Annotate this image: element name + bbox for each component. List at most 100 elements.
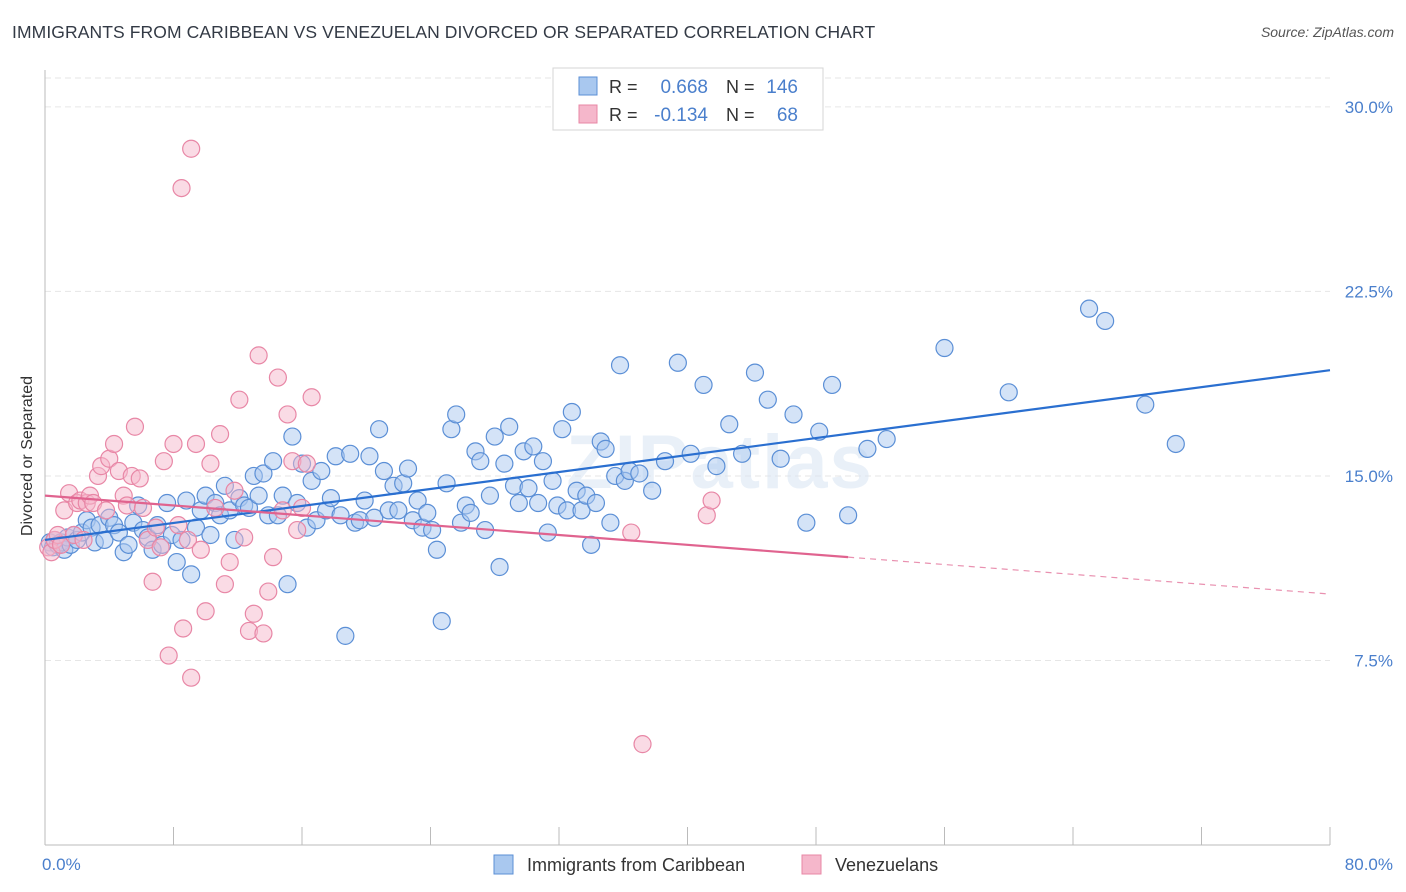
venezuelan-point — [225, 481, 244, 500]
caribbean-point — [263, 452, 283, 471]
caribbean-point — [524, 437, 543, 456]
bottom-legend-swatch-caribbean — [493, 854, 514, 875]
caribbean-point — [610, 356, 630, 375]
caribbean-point — [745, 363, 765, 382]
caribbean-point — [877, 429, 896, 449]
legend-n-value: 68 — [777, 105, 798, 126]
bottom-legend-label-venezuelan: Venezuelans — [835, 855, 938, 875]
venezuelan-point — [254, 624, 273, 643]
x-tick-label: 80.0% — [1345, 855, 1393, 874]
caribbean-point — [509, 493, 528, 513]
venezuelan-point — [263, 548, 283, 567]
caribbean-point — [283, 427, 302, 446]
venezuelan-point — [230, 390, 249, 409]
venezuelan-point — [143, 572, 162, 591]
caribbean-point — [278, 575, 297, 594]
venezuelan-point — [201, 454, 220, 473]
caribbean-point — [582, 535, 601, 554]
venezuelan-point — [259, 582, 278, 601]
legend-n-label: N = — [726, 77, 755, 97]
venezuelan-point — [151, 538, 170, 557]
caribbean-point — [167, 552, 186, 572]
venezuelan-point — [178, 530, 198, 550]
caribbean-point — [336, 626, 355, 645]
venezuelan-point — [186, 434, 206, 454]
venezuelan-point — [117, 496, 137, 515]
caribbean-point — [447, 405, 466, 424]
caribbean-point — [553, 420, 572, 439]
chart-title: IMMIGRANTS FROM CARIBBEAN VS VENEZUELAN … — [12, 22, 876, 42]
y-tick-label: 30.0% — [1345, 98, 1393, 117]
caribbean-point — [630, 464, 649, 483]
venezuelan-point — [164, 434, 183, 454]
venezuelan-point — [96, 501, 116, 520]
legend-r-label: R = — [609, 105, 638, 125]
caribbean-point — [398, 459, 418, 478]
y-tick-label: 22.5% — [1345, 282, 1393, 301]
caribbean-point — [360, 447, 379, 466]
caribbean-point — [562, 402, 581, 422]
caribbean-point — [389, 501, 408, 520]
venezuelan-point — [244, 604, 263, 623]
caribbean-point — [1166, 434, 1185, 454]
caribbean-point — [312, 461, 331, 481]
caribbean-point — [529, 493, 548, 513]
caribbean-point — [471, 452, 490, 471]
caribbean-point — [694, 375, 713, 395]
y-tick-label: 15.0% — [1345, 467, 1393, 486]
venezuelan-point — [146, 518, 165, 537]
legend-r-value: -0.134 — [654, 105, 708, 126]
caribbean-point — [408, 491, 427, 510]
venezuelan-point — [182, 668, 201, 687]
venezuelan-point — [125, 417, 145, 436]
venezuelan-trendline — [44, 494, 849, 559]
legend-n-label: N = — [726, 105, 755, 125]
legend-swatch-venezuelan — [578, 104, 598, 124]
caribbean-point — [533, 452, 553, 471]
venezuelan-point — [268, 368, 288, 387]
caribbean-point — [485, 427, 504, 446]
caribbean-point — [810, 422, 829, 441]
caribbean-point — [586, 493, 606, 513]
venezuelan-point — [702, 491, 721, 510]
caribbean-point — [707, 457, 726, 476]
caribbean-point — [374, 461, 394, 481]
venezuelan-point — [210, 425, 230, 444]
bottom-legend-label-caribbean: Immigrants from Caribbean — [527, 855, 745, 875]
caribbean-point — [500, 417, 519, 436]
caribbean-point — [480, 486, 500, 505]
venezuelan-point — [220, 552, 239, 572]
venezuelan-point — [169, 516, 188, 535]
caribbean-point — [643, 481, 662, 500]
caribbean-point — [858, 439, 877, 458]
caribbean-point — [370, 420, 389, 439]
caribbean-point — [1079, 299, 1099, 318]
venezuelan-point — [249, 346, 268, 365]
venezuelan-point — [130, 469, 149, 488]
venezuelan-point — [302, 388, 321, 407]
legend-swatch-caribbean — [578, 76, 598, 96]
caribbean-point — [797, 513, 816, 532]
venezuelan-point — [288, 520, 307, 540]
caribbean-point — [461, 503, 480, 522]
venezuelan-point — [633, 735, 652, 754]
caribbean-point — [437, 474, 456, 493]
caribbean-point — [668, 353, 687, 372]
y-tick-label: 7.5% — [1354, 651, 1393, 670]
legend-n-value: 146 — [766, 77, 798, 98]
caribbean-point — [418, 503, 437, 522]
caribbean-point — [495, 454, 514, 473]
caribbean-point — [249, 486, 268, 505]
venezuelan-point — [215, 575, 234, 594]
caribbean-point — [427, 540, 447, 559]
caribbean-point — [355, 491, 374, 510]
caribbean-point — [341, 444, 360, 463]
caribbean-point — [157, 493, 177, 513]
bottom-legend-swatch-venezuelan — [801, 854, 822, 875]
caribbean-point — [822, 375, 842, 395]
venezuelan-point — [622, 523, 641, 542]
caribbean-point — [543, 471, 562, 490]
caribbean-point — [596, 439, 615, 458]
caribbean-point — [490, 557, 509, 577]
venezuelan-point — [154, 452, 173, 471]
